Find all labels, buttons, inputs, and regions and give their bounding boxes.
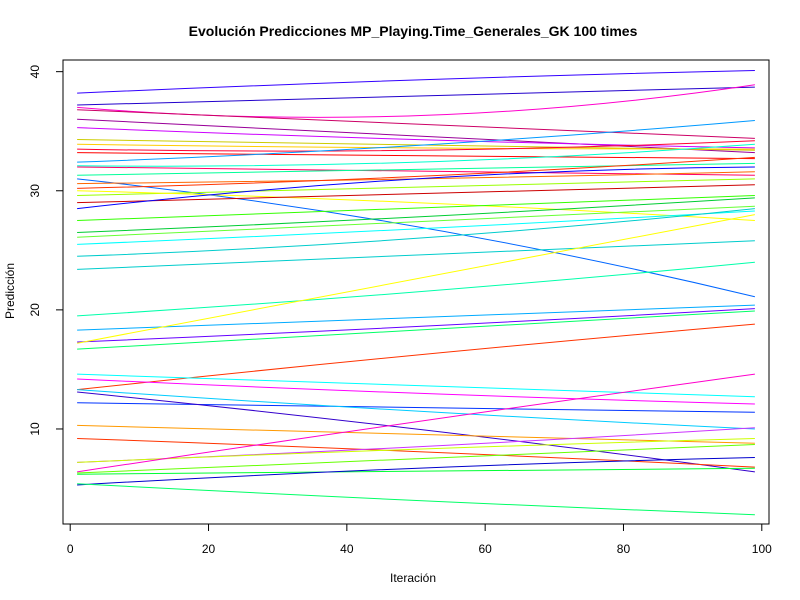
x-tick-label: 0: [67, 542, 74, 556]
series-line-32: [77, 310, 755, 350]
series-line-43: [77, 373, 755, 473]
series-line-46: [77, 457, 755, 486]
y-axis: 10 20 30 40: [28, 65, 64, 436]
x-tick-label: 40: [340, 542, 354, 556]
series-line-5: [77, 118, 755, 154]
x-axis: 0 20 40 60 80 100: [67, 523, 772, 556]
series-line-9: [77, 140, 755, 152]
series-line-13: [77, 143, 755, 167]
series-line-15: [77, 178, 755, 298]
x-tick-label: 60: [478, 542, 492, 556]
series-line-44: [77, 443, 755, 474]
series-line-1: [77, 69, 755, 94]
x-tick-label: 100: [752, 542, 772, 556]
x-axis-label: Iteración: [390, 571, 436, 585]
series-line-4: [77, 109, 755, 139]
series-layer: [77, 69, 755, 516]
series-line-27: [77, 240, 755, 270]
series-line-11: [77, 119, 755, 163]
y-tick-label: 10: [28, 422, 42, 436]
series-line-17: [77, 156, 755, 189]
series-line-8: [77, 143, 755, 150]
series-line-33: [77, 323, 755, 391]
series-line-25: [77, 210, 755, 245]
series-line-35: [77, 378, 755, 405]
series-line-6: [77, 127, 755, 149]
series-line-40: [77, 437, 755, 468]
series-line-36: [77, 402, 755, 413]
series-line-19: [77, 190, 755, 222]
y-axis-label: Predicción: [3, 263, 17, 319]
series-line-37: [77, 389, 755, 430]
x-tick-label: 20: [202, 542, 216, 556]
series-line-47: [77, 483, 755, 516]
y-tick-label: 20: [28, 303, 42, 317]
series-line-21: [77, 166, 755, 210]
series-line-31: [77, 214, 755, 344]
series-line-38: [77, 391, 755, 473]
series-line-14: [77, 162, 755, 176]
series-line-42: [77, 437, 755, 463]
series-line-28: [77, 261, 755, 317]
series-line-24: [77, 205, 755, 238]
y-tick-label: 30: [28, 184, 42, 198]
series-line-26: [77, 208, 755, 257]
series-line-23: [77, 197, 755, 233]
series-line-30: [77, 308, 755, 343]
x-tick-label: 80: [617, 542, 631, 556]
y-tick-label: 40: [28, 65, 42, 79]
chart-title: Evolución Predicciones MP_Playing.Time_G…: [189, 23, 638, 39]
